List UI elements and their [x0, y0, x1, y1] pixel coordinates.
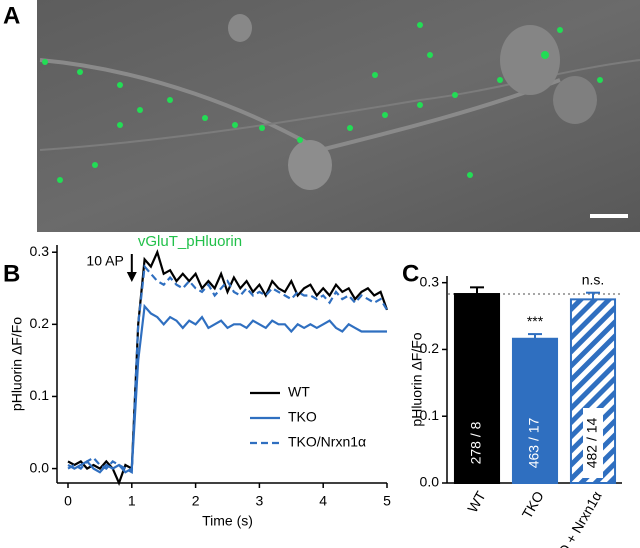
annotation: 10 AP — [86, 253, 123, 269]
image-caption: vGluT_pHluorin — [138, 233, 242, 250]
micrograph — [37, 0, 640, 232]
x-tick-label: 3 — [256, 493, 264, 509]
x-tick-label: WT — [464, 488, 489, 515]
legend-label: WT — [288, 384, 310, 400]
legend-label: TKO/Nrxn1α — [288, 434, 366, 450]
x-tick-label: 1 — [128, 493, 136, 509]
x-tick-label: 4 — [319, 493, 327, 509]
y-axis-label: pHluorin ΔF/Fo — [409, 332, 425, 426]
bar-label: 482 / 14 — [584, 417, 600, 468]
data-line — [67, 263, 388, 475]
annotation-arrowhead — [126, 272, 137, 282]
y-tick-label: 0.2 — [420, 340, 440, 356]
y-tick-label: 0.1 — [30, 387, 50, 403]
bar-label: 278 / 8 — [468, 421, 484, 464]
y-tick-label: 0.0 — [420, 474, 440, 490]
panel-label: A — [3, 2, 20, 29]
y-tick-label: 0.1 — [420, 407, 440, 423]
bar-label: 463 / 17 — [526, 417, 542, 468]
panel-label: C — [402, 260, 419, 287]
x-axis-label: Time (s) — [202, 513, 253, 529]
x-tick-label: TKO — [519, 488, 547, 521]
y-tick-label: 0.0 — [30, 459, 50, 475]
y-axis-label: pHluorin ΔF/Fo — [9, 317, 25, 411]
y-tick-label: 0.2 — [30, 315, 50, 331]
bar-label-box — [583, 408, 603, 478]
x-tick-label: TKO + Nrxn1α — [546, 488, 605, 548]
legend-label: TKO — [288, 409, 317, 425]
x-tick-label: 2 — [192, 493, 200, 509]
significance: n.s. — [582, 271, 605, 287]
data-line — [67, 249, 389, 486]
y-tick-label: 0.3 — [30, 243, 50, 259]
significance: *** — [527, 313, 544, 329]
x-tick-label: 5 — [383, 493, 391, 509]
panel-label: B — [3, 260, 20, 287]
bar — [511, 337, 559, 484]
y-tick-label: 0.3 — [420, 273, 440, 289]
bar — [453, 293, 501, 484]
x-tick-label: 0 — [64, 493, 72, 509]
